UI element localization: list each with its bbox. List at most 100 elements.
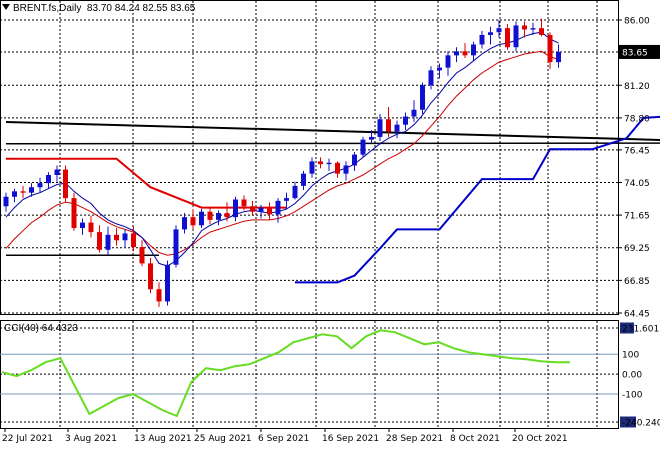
candle-body xyxy=(131,233,136,248)
candle-body xyxy=(539,28,544,35)
time-tick-label: 3 Aug 2021 xyxy=(65,434,117,444)
candle-body xyxy=(241,199,247,207)
candle-body xyxy=(428,70,434,86)
candle-body xyxy=(445,55,451,68)
candle-body xyxy=(97,232,102,250)
cci-tick-label: 231.601 xyxy=(622,325,659,335)
cci-header: CCI(40) 64.4323 xyxy=(4,323,78,334)
candle-body xyxy=(139,247,145,264)
candle-body xyxy=(386,119,391,132)
candle-body xyxy=(267,207,272,215)
candle-body xyxy=(12,191,17,197)
candle-body xyxy=(224,213,230,218)
time-tick-label: 25 Aug 2021 xyxy=(194,434,252,444)
candle-body xyxy=(403,116,408,125)
time-tick-label: 6 Sep 2021 xyxy=(258,434,309,444)
candle-body xyxy=(88,222,94,233)
time-tick-label: 28 Sep 2021 xyxy=(386,434,443,444)
moving-averages xyxy=(5,31,559,267)
slow-moving-average xyxy=(5,50,559,256)
candle-body xyxy=(284,198,289,201)
candle-body xyxy=(556,51,561,63)
candle-body xyxy=(301,173,306,186)
candle-body xyxy=(71,198,77,229)
candlesticks xyxy=(3,18,561,307)
cci-indicator xyxy=(1,329,570,418)
candle-body xyxy=(258,207,264,212)
candle-body xyxy=(122,233,128,241)
candle-body xyxy=(454,51,459,56)
ohlc-values: 83.70 84.24 82.55 83.65 xyxy=(86,3,196,14)
dropdown-triangle-icon[interactable] xyxy=(2,4,10,10)
cci-tick-label: 0.00 xyxy=(622,371,642,381)
price-tick-label: 78.80 xyxy=(624,114,650,124)
current-price-box xyxy=(619,44,660,59)
blue-stop-line xyxy=(295,115,660,284)
candle-body xyxy=(420,85,425,110)
candle-body xyxy=(411,109,417,117)
candle-body xyxy=(233,199,238,218)
price-tick-label: 64.45 xyxy=(624,310,650,320)
cci-extreme-box xyxy=(620,416,636,428)
time-tick-label: 22 Jul 2021 xyxy=(2,434,53,444)
candle-body xyxy=(360,139,366,155)
cci-tick-label: -240.240 xyxy=(622,419,660,429)
candle-body xyxy=(37,183,43,188)
price-tick-label: 71.65 xyxy=(624,212,650,222)
price-tick-label: 86.00 xyxy=(624,17,650,27)
candle-body xyxy=(437,67,442,71)
candle-body xyxy=(114,234,119,241)
candle-body xyxy=(54,169,60,175)
chart-axes: 86.00 83.65 81.20 78.80 76.45 74.05 71.65 69.25… xyxy=(2,17,660,444)
candle-body xyxy=(80,222,85,229)
stop-lines xyxy=(6,115,660,284)
time-tick-label: 13 Aug 2021 xyxy=(134,434,192,444)
candle-body xyxy=(199,211,204,226)
candle-body xyxy=(488,32,493,35)
candle-body xyxy=(318,161,323,165)
cci-line xyxy=(1,329,570,418)
candle-body xyxy=(250,206,255,212)
price-tick-label: 69.25 xyxy=(624,244,650,254)
candle-body xyxy=(3,196,9,207)
candle-body xyxy=(20,191,26,193)
candle-body xyxy=(182,217,187,230)
candle-body xyxy=(309,161,315,174)
candle-body xyxy=(292,185,298,199)
candle-body xyxy=(46,174,51,184)
candle-body xyxy=(335,162,340,174)
candle-body xyxy=(326,162,332,165)
cci-extreme-box xyxy=(620,322,634,334)
current-price-label: 83.65 xyxy=(622,48,648,58)
candle-body xyxy=(522,25,527,30)
candle-body xyxy=(63,169,68,199)
candle-body xyxy=(207,211,213,220)
candle-body xyxy=(190,217,196,226)
candle-body xyxy=(148,263,153,290)
candle-body xyxy=(462,51,468,56)
candle-body xyxy=(369,136,374,140)
candle-body xyxy=(216,213,221,220)
candle-body xyxy=(156,289,162,302)
candle-body xyxy=(394,124,400,132)
candle-body xyxy=(275,200,281,215)
candle-body xyxy=(505,28,510,48)
symbol-name: BRENT.fs,Daily xyxy=(13,3,82,14)
time-tick-label: 16 Sep 2021 xyxy=(322,434,379,444)
candle-body xyxy=(496,28,502,33)
price-pane-frame xyxy=(0,0,619,315)
candle-body xyxy=(165,264,170,302)
time-tick-label: 20 Oct 2021 xyxy=(512,434,568,444)
symbol-header: BRENT.fs,Daily 83.70 84.24 82.55 83.65 xyxy=(2,3,195,14)
candle-body xyxy=(547,34,553,63)
candle-body xyxy=(343,165,349,174)
price-tick-label: 74.05 xyxy=(624,179,650,189)
candle-body xyxy=(479,34,485,45)
price-tick-label: 76.45 xyxy=(624,146,650,156)
candle-body xyxy=(377,119,383,137)
candle-body xyxy=(352,154,357,166)
candle-body xyxy=(471,44,476,56)
candle-body xyxy=(29,187,34,193)
price-tick-label: 81.20 xyxy=(624,82,650,92)
